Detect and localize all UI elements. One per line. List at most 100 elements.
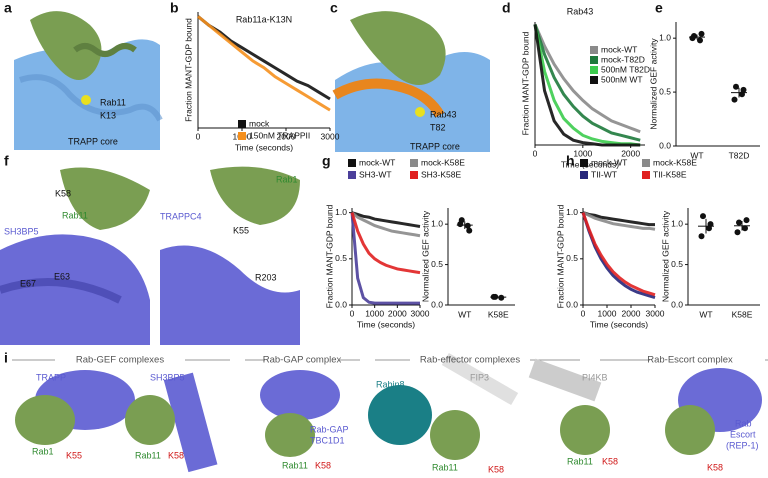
data-point: [734, 229, 741, 236]
y-axis-label: Fraction MANT-GDP bound: [520, 31, 530, 135]
data-point: [457, 221, 464, 228]
y-tick-label: 0.0: [659, 140, 671, 150]
structure-label: Rabin8: [376, 379, 405, 389]
section-header: Rab-GAP complex: [263, 355, 342, 366]
legend-label: mock-WT: [359, 157, 395, 167]
data-point: [498, 294, 505, 301]
y-tick-label: 0.5: [671, 259, 683, 269]
series-line: [533, 23, 641, 142]
x-tick-label: 0: [581, 308, 586, 318]
x-tick-label: 3000: [321, 131, 340, 141]
x-tick-label: WT: [699, 309, 712, 319]
legend-label: mock-K58E: [421, 157, 465, 167]
legend-label: SH3-K58E: [421, 169, 461, 179]
y-tick-label: 0.5: [659, 86, 671, 96]
y-tick-label: 0.5: [566, 253, 578, 263]
panel-label: d: [502, 0, 511, 16]
data-point: [733, 83, 739, 90]
legend-label: 150nM TRAPPII: [249, 130, 310, 140]
structure-label: K58: [168, 450, 184, 460]
series-line: [533, 23, 641, 134]
legend-swatch: [410, 159, 418, 167]
data-point: [697, 37, 703, 44]
x-tick-label: 2000: [277, 131, 296, 141]
y-axis-label: Normalized GEF activity: [420, 210, 430, 302]
panel-label: i: [4, 350, 8, 366]
x-tick-label: 2000: [621, 148, 640, 158]
data-point: [743, 217, 750, 224]
structure-label: K55: [233, 225, 249, 235]
series-line: [582, 211, 655, 227]
legend-label: mock-WT: [591, 157, 627, 167]
structure-label: E63: [54, 271, 70, 281]
data-point: [698, 233, 705, 240]
series-line: [350, 212, 421, 275]
x-tick-label: 3000: [646, 308, 665, 318]
structure-label: Rab1: [276, 174, 298, 184]
structure-label: Rab11: [282, 460, 308, 470]
legend-swatch: [590, 56, 598, 64]
x-axis-label: Time (seconds): [235, 142, 293, 152]
panel-label: g: [322, 153, 331, 169]
y-tick-label: 1.0: [671, 218, 683, 228]
legend-swatch: [580, 171, 588, 179]
x-tick-label: WT: [690, 150, 703, 160]
x-tick-label: 2000: [622, 308, 641, 318]
legend-label: 500nM WT: [601, 74, 643, 84]
y-axis-label: Fraction MANT-GDP bound: [183, 18, 193, 122]
data-point: [731, 96, 738, 103]
legend-label: 500nM T82D: [601, 64, 650, 74]
legend-label: mock-K58E: [653, 157, 697, 167]
data-point: [742, 225, 748, 232]
x-tick-label: T82D: [729, 150, 750, 160]
structure-label: Escort: [730, 429, 756, 439]
structure-a: [14, 0, 163, 150]
structure-label: TRAPP core: [410, 141, 460, 151]
y-axis-label: Normalized GEF activity: [660, 210, 670, 302]
legend-swatch: [590, 66, 598, 74]
structure-label: E67: [20, 278, 36, 288]
x-axis-label: Time (seconds): [590, 319, 648, 329]
y-tick-label: 1.0: [566, 207, 578, 217]
structure-label: T82: [430, 122, 446, 132]
x-tick-label: 0: [533, 148, 538, 158]
structure-label: Rab43: [430, 109, 457, 119]
y-tick-label: 1.0: [335, 207, 347, 217]
y-tick-label: 0.0: [671, 299, 683, 309]
series-line: [197, 15, 331, 101]
y-tick-label: 0.0: [335, 299, 347, 309]
chart-title: Rab11a-K13N: [236, 14, 292, 24]
structure-label: K58: [602, 456, 618, 466]
data-point: [740, 86, 747, 93]
section-header: Rab-effector complexes: [420, 355, 520, 366]
x-tick-label: K58E: [488, 309, 509, 319]
legend-label: SH3-WT: [359, 169, 392, 179]
legend-swatch: [642, 159, 650, 167]
legend-swatch: [238, 132, 246, 140]
y-axis-label: Normalized GEF activity: [648, 38, 658, 130]
structure-label: Rab11: [100, 97, 126, 107]
data-point: [698, 30, 705, 37]
structure-label: TRAPP core: [68, 136, 118, 146]
structure-label: FIP3: [470, 372, 489, 382]
structure-label: TBC1D1: [310, 435, 345, 445]
series-line: [533, 24, 641, 147]
legend-swatch: [238, 120, 246, 128]
data-point: [700, 213, 706, 220]
structure-label: TRAPP: [36, 372, 66, 382]
panel-label: h: [566, 153, 575, 169]
legend-swatch: [642, 171, 650, 179]
x-tick-label: K58E: [732, 309, 753, 319]
structure-label: K55: [66, 450, 82, 460]
series-line: [197, 15, 331, 112]
data-point: [689, 35, 696, 42]
legend-swatch: [348, 171, 356, 179]
legend-label: mock: [249, 118, 270, 128]
data-point: [464, 222, 471, 229]
structure-label: Rab11: [567, 456, 593, 466]
legend-label: mock-WT: [601, 44, 637, 54]
panel-label: f: [4, 153, 9, 169]
panel-label: e: [655, 0, 663, 16]
section-header: Rab-GEF complexes: [76, 355, 164, 366]
series-line: [582, 211, 656, 231]
